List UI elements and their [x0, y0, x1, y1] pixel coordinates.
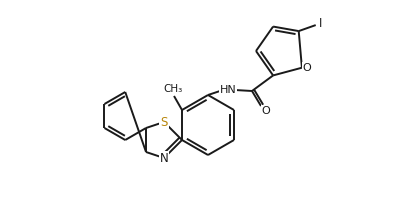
Text: S: S: [160, 115, 167, 129]
Text: N: N: [159, 152, 168, 164]
Text: O: O: [261, 106, 270, 116]
Text: HN: HN: [219, 85, 236, 95]
Text: CH₃: CH₃: [163, 84, 182, 94]
Text: I: I: [318, 17, 322, 30]
Text: O: O: [302, 63, 310, 73]
